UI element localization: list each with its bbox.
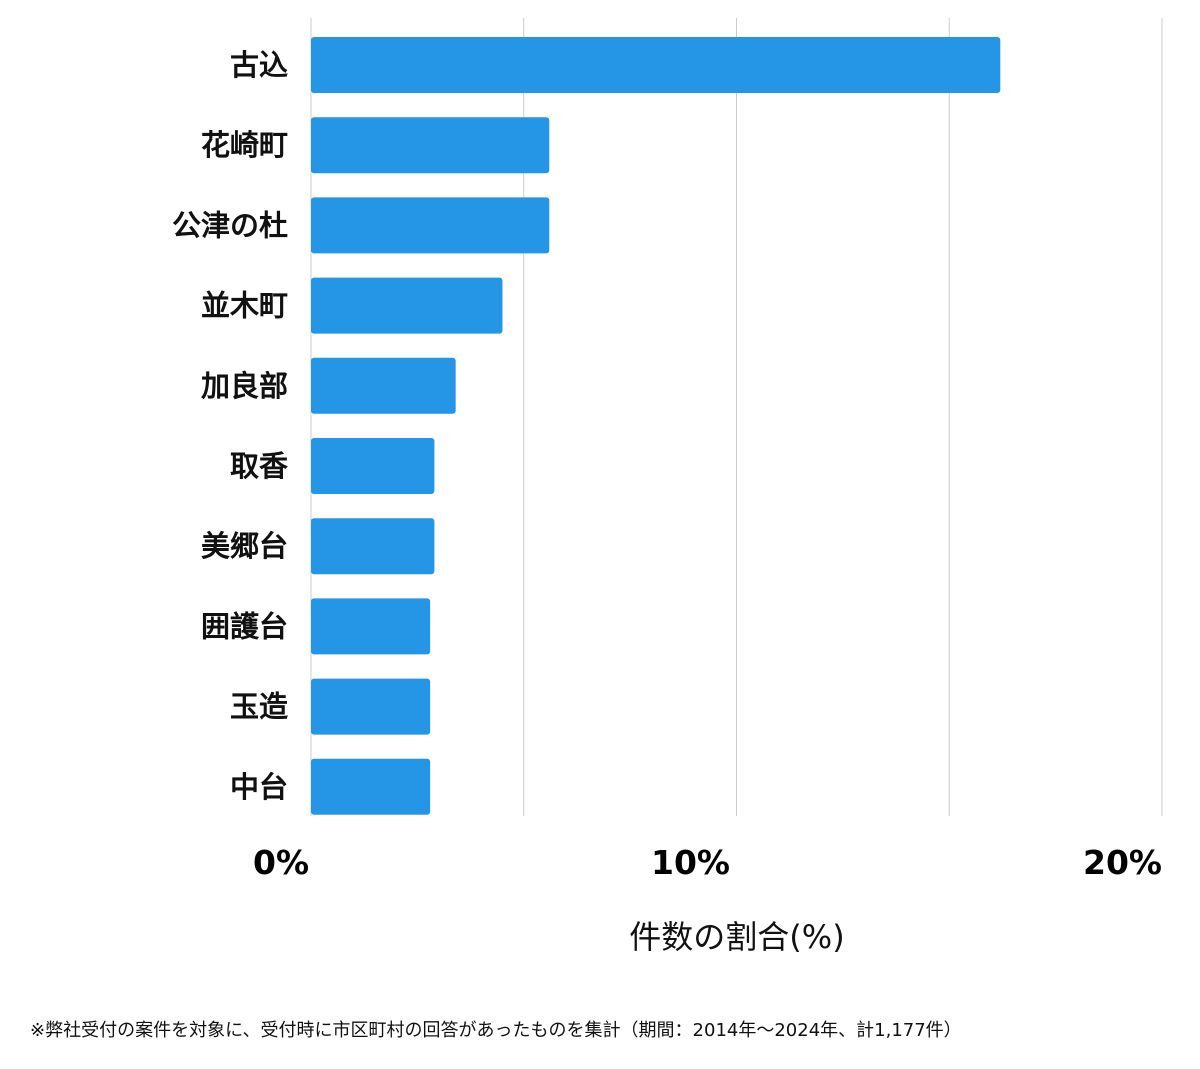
bars <box>311 37 1001 815</box>
footnote: ※弊社受付の案件を対象に、受付時に市区町村の回答があったものを集計（期間：201… <box>30 1020 962 1041</box>
bar-7 <box>311 598 431 655</box>
category-label-7: 囲護台 <box>201 609 288 643</box>
tick-labels: 0% 10% 20% <box>253 843 1162 882</box>
bar-5 <box>311 438 435 494</box>
x-tick-label-0: 0% <box>253 843 309 882</box>
category-label-5: 取香 <box>230 449 289 483</box>
category-label-6: 美郷台 <box>201 529 288 563</box>
category-label-0: 古込 <box>230 48 288 82</box>
category-label-3: 並木町 <box>201 289 288 323</box>
bar-8 <box>311 678 431 735</box>
x-tick-label-2: 20% <box>1083 843 1162 882</box>
bar-2 <box>311 197 550 254</box>
category-label-2: 公津の杜 <box>172 208 288 242</box>
category-label-9: 中台 <box>230 770 288 804</box>
bar-9 <box>311 758 431 815</box>
bar-1 <box>311 117 550 174</box>
x-tick-label-1: 10% <box>651 843 730 882</box>
x-axis-title: 件数の割合(%) <box>629 918 844 956</box>
category-label-8: 玉造 <box>230 690 288 724</box>
category-label-1: 花崎町 <box>201 128 288 162</box>
category-label-4: 加良部 <box>201 369 288 403</box>
bar-4 <box>311 357 456 414</box>
bar-6 <box>311 518 435 575</box>
bar-0 <box>311 37 1001 93</box>
bar-3 <box>311 277 503 334</box>
